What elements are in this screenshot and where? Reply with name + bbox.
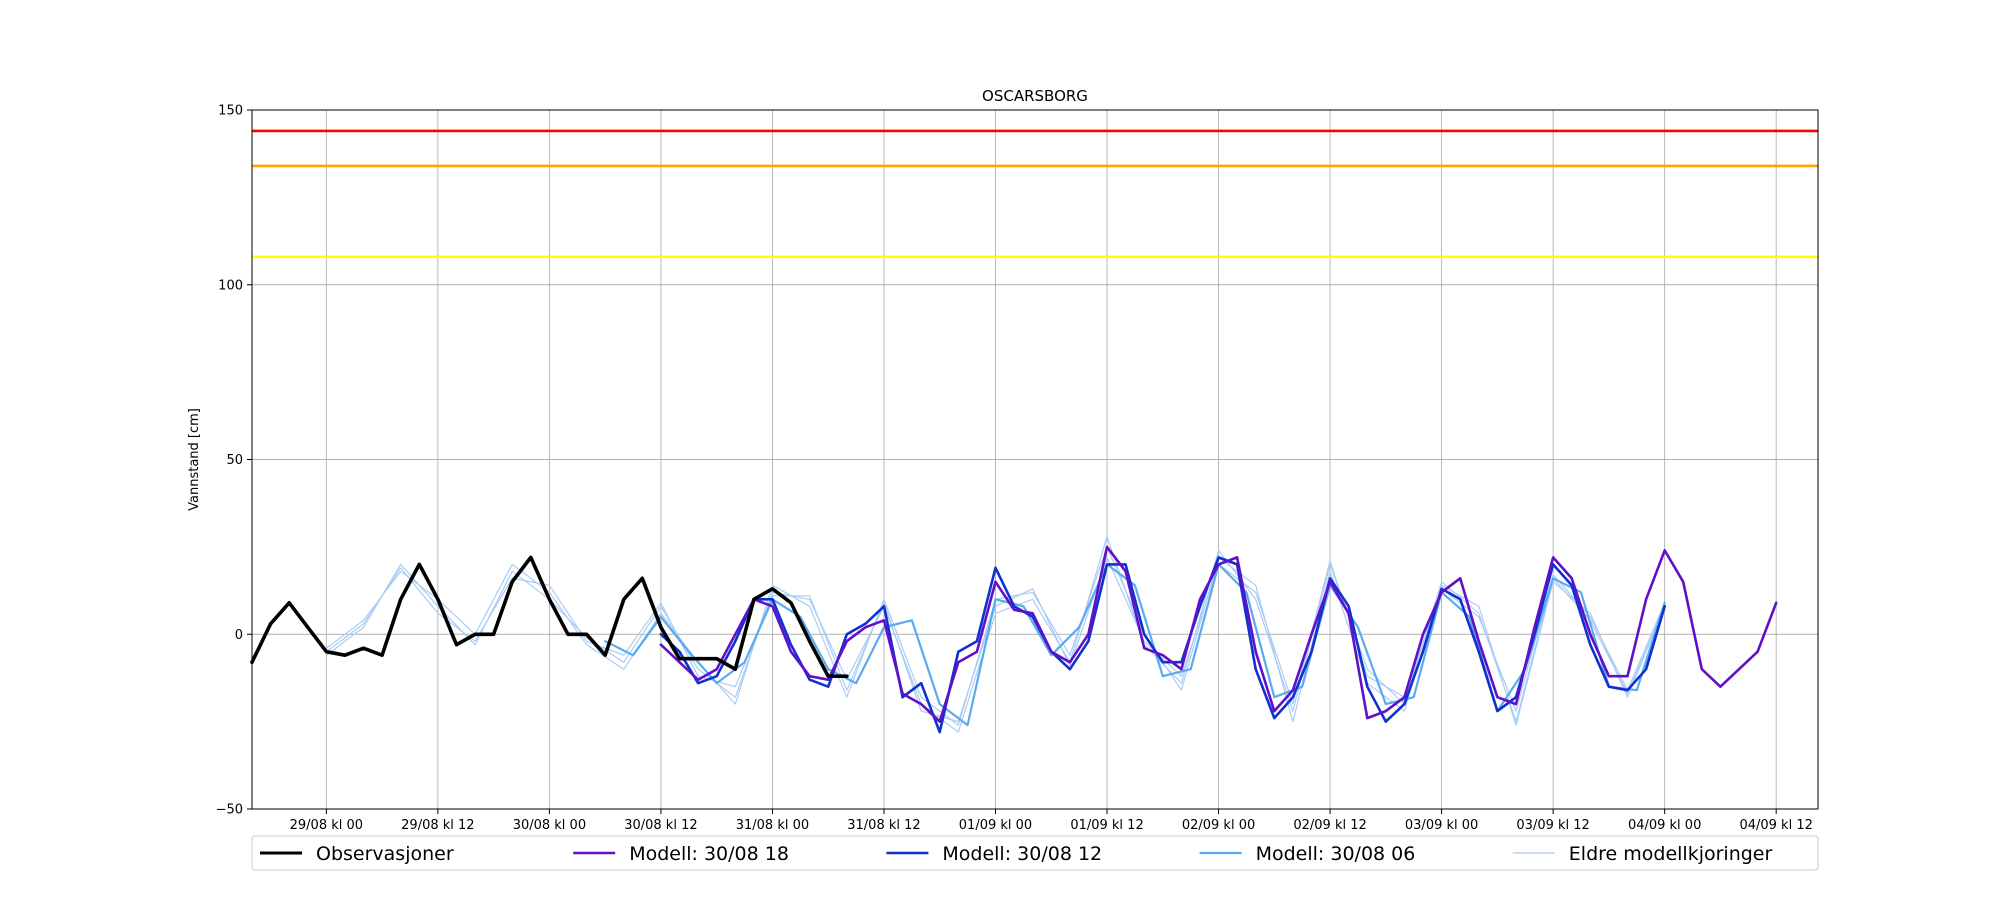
legend: Observasjoner Modell: 30/08 18 Modell: 30/…	[251, 835, 1819, 871]
series-modell-30-08-12	[659, 556, 1666, 734]
x-tick-label: 03/09 kl 00	[1405, 818, 1478, 833]
series-line	[659, 556, 1666, 734]
x-tick-label: 30/08 kl 12	[624, 818, 697, 833]
threshold-lines	[252, 129, 1818, 259]
x-tick-label: 29/08 kl 12	[401, 818, 474, 833]
x-tick-label: 01/09 kl 00	[959, 818, 1032, 833]
series-layer	[250, 535, 1778, 734]
series-modell-30-08-18	[659, 545, 1778, 723]
x-tick-label: 31/08 kl 00	[736, 818, 809, 833]
x-tick-label: 04/09 kl 00	[1628, 818, 1701, 833]
y-tick-label: 150	[218, 104, 243, 119]
x-tick-label: 03/09 kl 12	[1516, 818, 1589, 833]
chart-title: OSCARSBORG	[982, 87, 1088, 105]
legend-label: Modell: 30/08 06	[1256, 843, 1416, 865]
y-axis-label: Vannstand [cm]	[187, 408, 202, 511]
series-line	[659, 545, 1778, 723]
x-tick-label: 30/08 kl 00	[513, 818, 586, 833]
x-tick-label: 01/09 kl 12	[1070, 818, 1143, 833]
x-tick-label: 29/08 kl 00	[290, 818, 363, 833]
y-tick-label: −50	[216, 803, 243, 818]
y-tick-labels: −50 0 50 100 150	[216, 104, 252, 818]
y-tick-label: 100	[218, 278, 243, 293]
series-line	[250, 555, 849, 679]
x-tick-label: 02/09 kl 12	[1293, 818, 1366, 833]
y-tick-label: 0	[235, 628, 243, 643]
legend-items: Observasjoner Modell: 30/08 18 Modell: 30/…	[260, 843, 1772, 865]
x-tick-label: 31/08 kl 12	[847, 818, 920, 833]
legend-label: Modell: 30/08 18	[629, 843, 789, 865]
legend-label: Modell: 30/08 12	[942, 843, 1102, 865]
x-tick-label: 04/09 kl 12	[1739, 818, 1812, 833]
legend-label: Observasjoner	[316, 843, 454, 865]
x-tick-labels: 29/08 kl 00 29/08 kl 12 30/08 kl 00 30/08 k…	[290, 809, 1813, 833]
x-tick-label: 02/09 kl 00	[1182, 818, 1255, 833]
y-tick-label: 50	[226, 453, 243, 468]
legend-label: Eldre modellkjoringer	[1569, 843, 1773, 865]
series-observasjoner	[250, 555, 849, 679]
legend-box	[251, 835, 1819, 871]
